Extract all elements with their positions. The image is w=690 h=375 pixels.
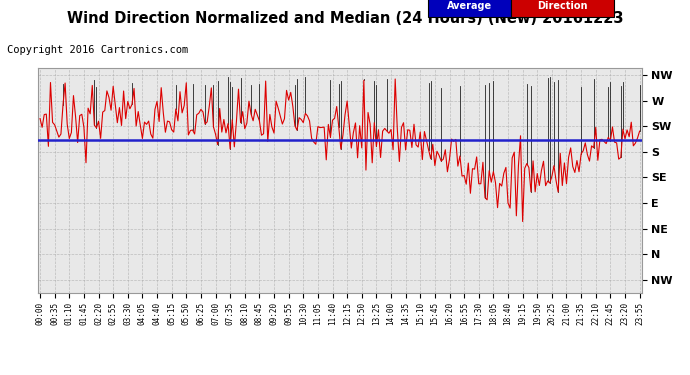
Text: Copyright 2016 Cartronics.com: Copyright 2016 Cartronics.com [7, 45, 188, 55]
Text: Direction: Direction [537, 2, 588, 11]
Text: Average: Average [446, 2, 492, 11]
Text: Wind Direction Normalized and Median (24 Hours) (New) 20161223: Wind Direction Normalized and Median (24… [67, 11, 623, 26]
